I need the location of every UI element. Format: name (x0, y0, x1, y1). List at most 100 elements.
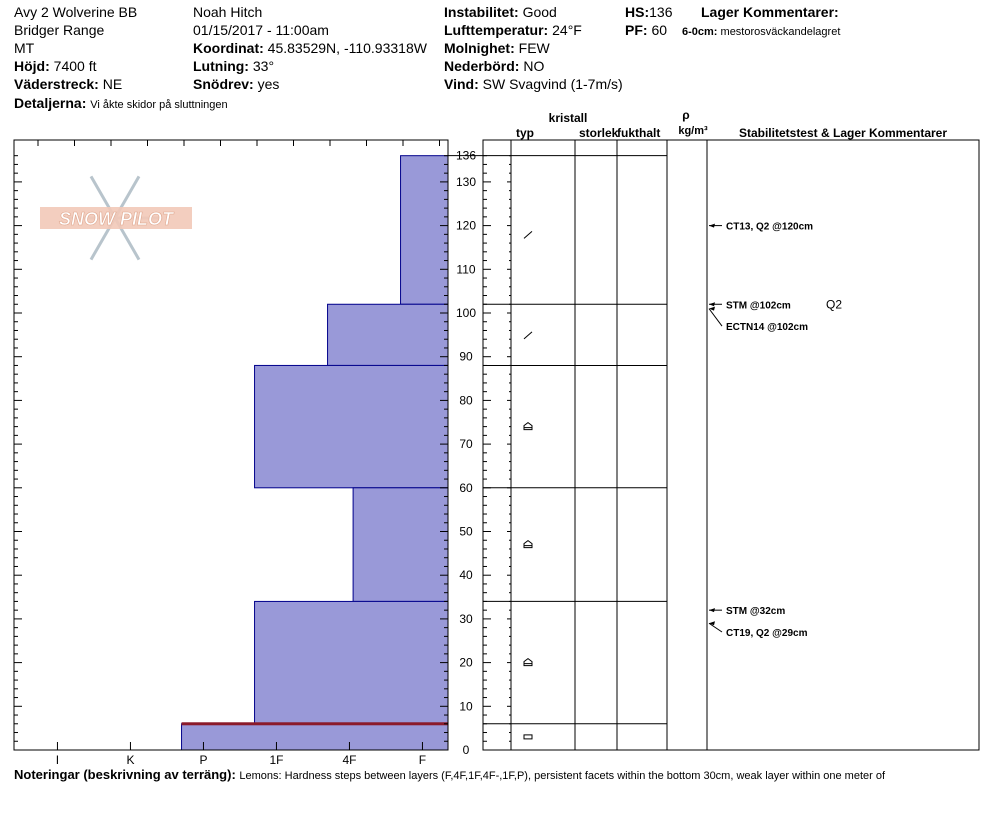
stability-test-quality: Q2 (826, 297, 842, 311)
notes-text: Lemons: Hardness steps between layers (F… (239, 770, 886, 782)
sky-value: FEW (518, 40, 550, 56)
layer-comment-text: mestorosväckandelagret (720, 26, 841, 38)
slope-label: Lutning: (193, 58, 249, 74)
grain-symbols (523, 230, 533, 740)
height-tick-label: 120 (456, 219, 476, 233)
crust-line (181, 722, 449, 726)
header-type: typ (516, 126, 534, 140)
details-row: Detaljerna: Vi åkte skidor på sluttninge… (14, 95, 228, 113)
height-tick-label: 130 (456, 175, 476, 189)
test-arrow-line (708, 622, 723, 633)
air-temp-value: 24°F (552, 22, 582, 38)
drift-row: Snödrev: yes (193, 76, 279, 92)
drift-label: Snödrev: (193, 76, 254, 92)
hardness-layer-bar (254, 600, 449, 725)
precip-row: Nederbörd: NO (444, 58, 544, 74)
details-label: Detaljerna: (14, 95, 87, 111)
instability-value: Good (522, 4, 557, 20)
sky-row: Molnighet: FEW (444, 40, 550, 56)
aspect-value: NE (102, 76, 123, 92)
hardness-tick-label: 1F (269, 753, 283, 767)
grain-symbol-precip (523, 230, 533, 239)
coordinate-value: 45.83529N, -110.93318W (267, 40, 427, 56)
snowpilot-logo: SNOW PILOT (40, 175, 192, 261)
precip-label: Nederbörd: (444, 58, 520, 74)
stability-test-label: STM @102cm (726, 300, 791, 311)
layer-table-frame (482, 139, 980, 751)
logo-text: SNOW PILOT (59, 209, 175, 229)
notes-label: Noteringar (beskrivning av terräng): (14, 767, 236, 782)
height-tick-label: 100 (456, 306, 476, 320)
stability-tests: CT13, Q2 @120cm STM @102cm Q2 ECTN14 @102cm… (708, 222, 842, 639)
height-tick-label: 70 (459, 437, 473, 451)
pf-label: PF: (625, 22, 648, 38)
range-name: Bridger Range (14, 22, 105, 38)
pf-value: 60 (651, 22, 668, 38)
height-tick-label: 20 (459, 656, 473, 670)
hardness-tick-label: F (419, 753, 426, 767)
grain-symbol-melt (523, 734, 533, 740)
sky-label: Molnighet: (444, 40, 515, 56)
aspect-label: Väderstreck: (14, 76, 99, 92)
precip-value: NO (523, 58, 545, 74)
hardness-layer-bar (181, 723, 449, 751)
test-arrow-head (709, 223, 715, 228)
header-density-unit: kg/m³ (678, 125, 708, 137)
header-size: storlek (579, 126, 619, 140)
hardness-tick-label: I (56, 753, 59, 767)
hs-label: HS: (625, 4, 650, 20)
stability-test-label: CT13, Q2 @120cm (726, 222, 813, 233)
elevation-row: Höjd: 7400 ft (14, 58, 96, 74)
observer-name: Noah Hitch (193, 4, 263, 20)
hardness-profile (181, 155, 449, 751)
hardness-layer-bar (352, 487, 449, 602)
hs-row: HS:136 (625, 4, 672, 20)
air-temp-row: Lufttemperatur: 24°F (444, 22, 582, 38)
wind-row: Vind: SW Svagvind (1-7m/s) (444, 76, 623, 92)
header-moisture: fukthalt (617, 126, 660, 140)
layer-comment-depth: 6-0cm: (682, 26, 718, 38)
grain-symbol-facet (523, 539, 533, 549)
hardness-layer-bar (400, 155, 449, 305)
test-arrow-head (709, 302, 715, 307)
header-rho: ρ (682, 108, 689, 122)
notes-row: Noteringar (beskrivning av terräng): Lem… (14, 767, 885, 784)
height-tick-label: 40 (459, 568, 473, 582)
header-crystal: kristall (549, 111, 588, 125)
height-tick-label: 60 (459, 481, 473, 495)
height-tick-label: 10 (459, 699, 473, 713)
hardness-plot-frame (13, 139, 449, 751)
layer-comments-label: Lager Kommentarer: (701, 4, 839, 20)
hardness-tick-label: P (199, 753, 207, 767)
stability-test-label: ECTN14 @102cm (726, 322, 808, 333)
height-tick-label: 30 (459, 612, 473, 626)
header-stability: Stabilitetstest & Lager Kommentarer (739, 126, 947, 140)
details-value: Vi åkte skidor på sluttningen (90, 99, 228, 111)
hs-value: 136 (649, 4, 673, 20)
observation-datetime: 01/15/2017 - 11:00am (193, 22, 329, 38)
hardness-tick-label: K (126, 753, 134, 767)
aspect-row: Väderstreck: NE (14, 76, 122, 92)
drift-value: yes (257, 76, 280, 92)
elevation-label: Höjd: (14, 58, 50, 74)
state-name: MT (14, 40, 35, 56)
test-arrow-head (709, 306, 715, 311)
height-tick-label: 0 (463, 743, 470, 757)
test-arrow-line (708, 308, 723, 327)
hardness-layer-bar (254, 364, 449, 489)
grain-symbol-precip (523, 331, 533, 340)
grain-symbol-facet (523, 657, 533, 667)
instability-row: Instabilitet: Good (444, 4, 557, 20)
slope-value: 33° (252, 58, 275, 74)
elevation-value: 7400 ft (53, 58, 97, 74)
stability-test-label: CT19, Q2 @29cm (726, 628, 808, 639)
height-tick-label: 90 (459, 350, 473, 364)
layer-comment-row: 6-0cm: mestorosväckandelagret (682, 24, 840, 40)
coordinate-row: Koordinat: 45.83529N, -110.93318W (193, 40, 427, 56)
grain-symbol-facet (523, 421, 533, 431)
pf-row: PF: 60 (625, 22, 667, 38)
height-tick-label: 80 (459, 393, 473, 407)
hardness-layer-bar (327, 303, 449, 366)
height-tick-label: 50 (459, 525, 473, 539)
